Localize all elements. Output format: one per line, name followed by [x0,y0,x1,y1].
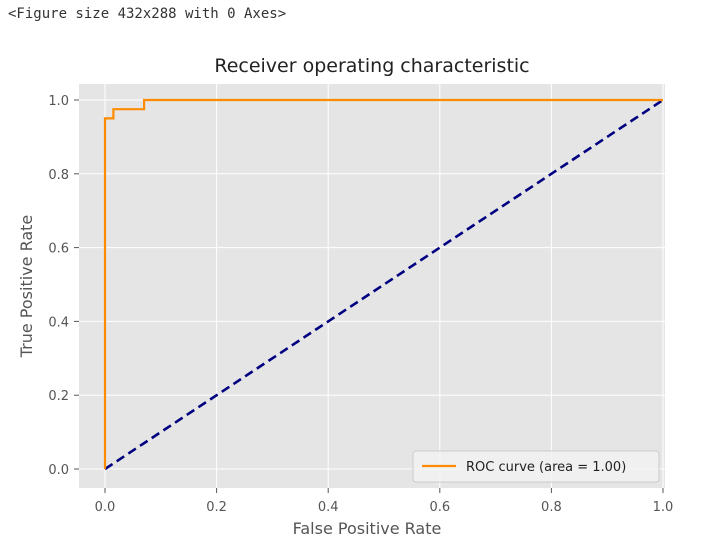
x-tick-label: 0.8 [541,500,562,515]
x-tick-label: 1.0 [653,500,674,515]
series-layer [103,98,664,471]
y-tick-label: 0.8 [48,168,69,183]
legend-label-roc: ROC curve (area = 1.00) [466,460,626,475]
x-tick-label: 0.2 [206,500,227,515]
y-tick-label: 1.0 [48,94,69,109]
ticks-layer: 0.0 0.2 0.4 0.6 0.8 1.0 0.0 0.2 0.4 0.6 0.8 1.0 [48,94,673,515]
x-tick-label: 0.6 [429,500,450,515]
y-tick-label: 0.0 [48,463,69,478]
legend-box [412,450,660,483]
figure-size-note: <Figure size 432x288 with 0 Axes> [8,6,287,22]
legend: ROC curve (area = 1.00) [412,450,660,483]
x-tick-label: 0.4 [318,500,339,515]
chart-title: Receiver operating characteristic [214,55,529,77]
y-tick-label: 0.6 [48,242,69,257]
x-tick-label: 0.0 [95,500,116,515]
y-tick-label: 0.4 [48,315,69,330]
roc-curve-line [103,98,663,469]
y-tick-label: 0.2 [48,389,69,404]
y-axis-label: True Positive Rate [17,215,36,359]
x-axis-label: False Positive Rate [293,519,442,538]
